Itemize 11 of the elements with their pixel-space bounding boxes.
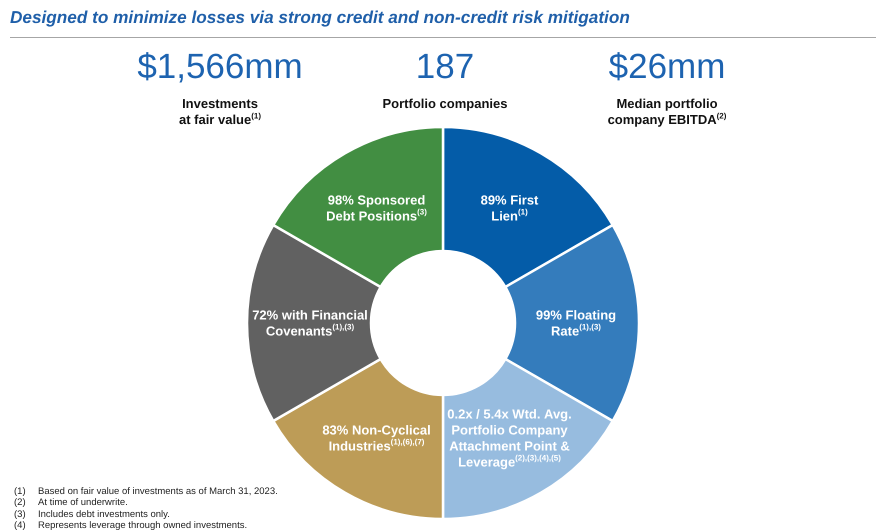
text: $26mm xyxy=(608,47,726,87)
text: (1) Based on fair value of investments as of March 31, 2023. xyxy=(14,486,278,497)
text: 187 xyxy=(416,47,474,86)
text: (3) Includes debt investments only. xyxy=(14,508,170,520)
chart-title: Designed to minimize losses via strong credit and non-credit risk mitigation xyxy=(10,7,630,28)
text: Portfolio companies xyxy=(382,96,508,112)
text: Median portfolio company EBITDA$^{(2)}$ xyxy=(606,96,728,128)
text: (2) At time of underwrite. xyxy=(14,497,128,508)
text: (4) Represents leverage through owned investments. xyxy=(14,520,248,531)
text: Investments at fair value$^{(1)}$ xyxy=(178,96,262,128)
text: $1,566mm xyxy=(136,47,304,87)
